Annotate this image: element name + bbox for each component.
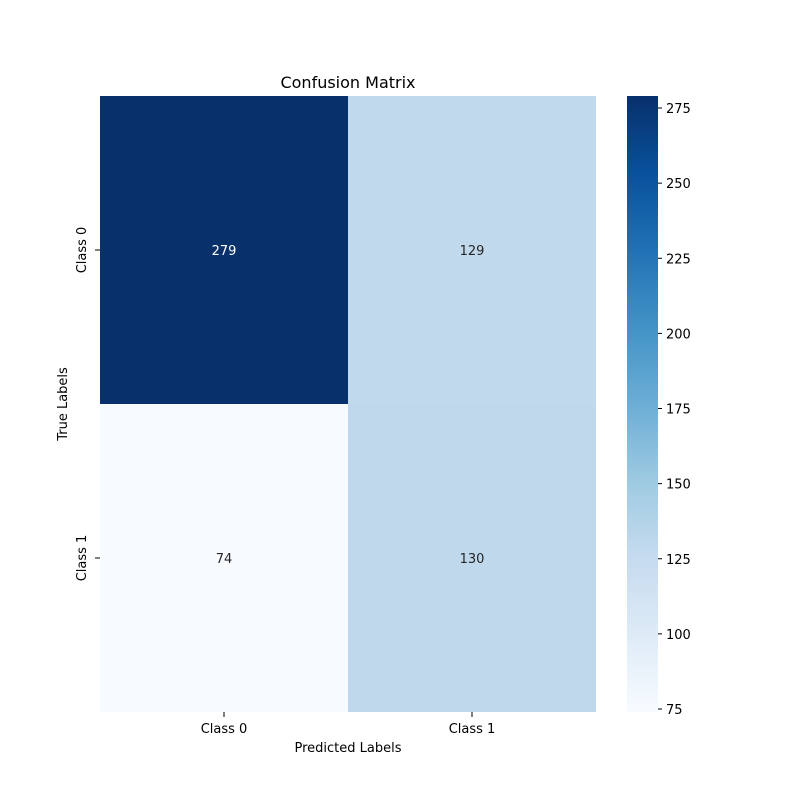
- heatmap-cell-1-0: [100, 404, 348, 712]
- cell-value-0-0: 279: [212, 244, 237, 259]
- heatmap-cells: 279 129 74 130: [100, 96, 596, 712]
- x-axis-label: Predicted Labels: [294, 741, 401, 756]
- colorbar: 75 100 125 150 175 200 225 250 275: [627, 96, 691, 718]
- colorbar-tick-label-3: 150: [666, 478, 691, 493]
- colorbar-tick-label-5: 200: [666, 327, 691, 342]
- y-tick-label-1: Class 1: [75, 535, 90, 582]
- cell-value-1-1: 130: [460, 552, 485, 567]
- chart-title: Confusion Matrix: [280, 73, 415, 92]
- heatmap-cell-0-1: [348, 96, 596, 404]
- colorbar-tick-label-2: 125: [666, 553, 691, 568]
- y-axis-label: True Labels: [56, 367, 71, 442]
- colorbar-tick-label-8: 275: [666, 102, 691, 117]
- x-axis-ticks: Class 0 Class 1: [201, 712, 496, 737]
- colorbar-tick-label-0: 75: [666, 703, 683, 718]
- y-axis-ticks: Class 0 Class 1: [75, 227, 100, 582]
- cell-value-1-0: 74: [216, 552, 233, 567]
- colorbar-tick-label-1: 100: [666, 628, 691, 643]
- colorbar-tick-label-7: 250: [666, 177, 691, 192]
- colorbar-tick-label-4: 175: [666, 403, 691, 418]
- y-tick-label-0: Class 0: [75, 227, 90, 274]
- cell-value-0-1: 129: [460, 244, 485, 259]
- x-tick-label-1: Class 1: [449, 722, 496, 737]
- heatmap-cell-1-1: [348, 404, 596, 712]
- colorbar-gradient: [627, 96, 658, 712]
- heatmap-cell-0-0: [100, 96, 348, 404]
- x-tick-label-0: Class 0: [201, 722, 248, 737]
- colorbar-tick-label-6: 225: [666, 252, 691, 267]
